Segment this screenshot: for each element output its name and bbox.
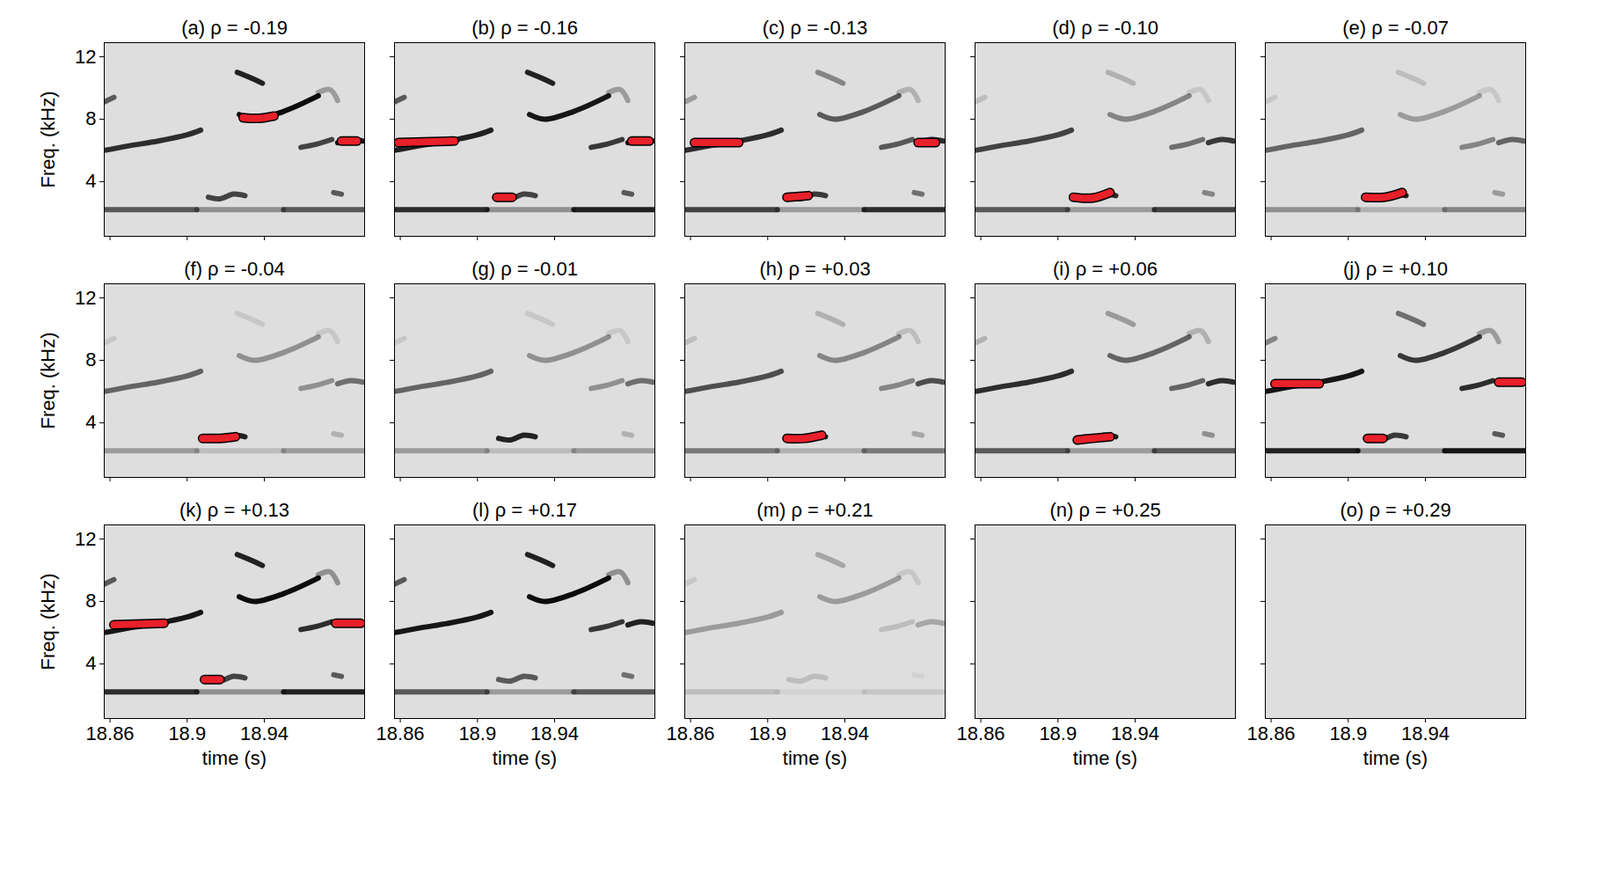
svg-text:18.9: 18.9: [748, 722, 787, 745]
svg-text:(g) ρ = -0.01: (g) ρ = -0.01: [471, 257, 578, 280]
svg-text:(n) ρ = +0.25: (n) ρ = +0.25: [1049, 498, 1161, 521]
svg-text:18.94: 18.94: [530, 722, 579, 745]
svg-text:18.94: 18.94: [1401, 722, 1450, 745]
svg-text:18.9: 18.9: [168, 722, 206, 745]
svg-text:time (s): time (s): [1363, 746, 1428, 769]
svg-text:time (s): time (s): [1073, 746, 1138, 769]
svg-text:18.9: 18.9: [1038, 722, 1077, 745]
svg-text:18.86: 18.86: [86, 722, 135, 745]
svg-text:18.86: 18.86: [1247, 722, 1296, 745]
svg-text:(e) ρ = -0.07: (e) ρ = -0.07: [1342, 16, 1449, 39]
svg-text:4: 4: [85, 169, 96, 192]
svg-text:(m) ρ = +0.21: (m) ρ = +0.21: [756, 498, 873, 521]
svg-text:(i) ρ = +0.06: (i) ρ = +0.06: [1052, 257, 1158, 280]
svg-text:(h) ρ = +0.03: (h) ρ = +0.03: [759, 257, 870, 280]
svg-text:time (s): time (s): [782, 746, 848, 769]
svg-text:time (s): time (s): [492, 746, 557, 769]
svg-text:18.94: 18.94: [820, 722, 870, 745]
svg-text:(a) ρ = -0.19: (a) ρ = -0.19: [181, 16, 288, 39]
svg-text:12: 12: [74, 527, 96, 550]
svg-text:Freq. (kHz): Freq. (kHz): [36, 573, 59, 671]
svg-text:time (s): time (s): [202, 746, 267, 769]
svg-text:18.94: 18.94: [1110, 722, 1160, 745]
svg-text:Freq. (kHz): Freq. (kHz): [36, 332, 59, 430]
svg-text:(j) ρ = +0.10: (j) ρ = +0.10: [1343, 257, 1448, 280]
svg-text:(f) ρ = -0.04: (f) ρ = -0.04: [183, 257, 285, 280]
svg-text:(b) ρ = -0.16: (b) ρ = -0.16: [471, 16, 578, 39]
svg-text:Freq. (kHz): Freq. (kHz): [36, 91, 59, 189]
svg-text:12: 12: [74, 45, 96, 68]
svg-text:18.86: 18.86: [376, 722, 425, 745]
svg-text:8: 8: [85, 589, 96, 612]
svg-text:4: 4: [85, 410, 96, 433]
svg-text:(o) ρ = +0.29: (o) ρ = +0.29: [1339, 498, 1451, 521]
svg-text:(k) ρ = +0.13: (k) ρ = +0.13: [179, 498, 290, 521]
svg-text:18.86: 18.86: [666, 722, 716, 745]
svg-text:18.9: 18.9: [458, 722, 497, 745]
svg-text:(d) ρ = -0.10: (d) ρ = -0.10: [1052, 16, 1159, 39]
svg-text:8: 8: [85, 107, 96, 130]
svg-text:(c) ρ = -0.13: (c) ρ = -0.13: [762, 16, 869, 39]
svg-text:12: 12: [74, 286, 96, 309]
svg-text:18.94: 18.94: [240, 722, 289, 745]
svg-text:4: 4: [85, 651, 96, 674]
svg-text:(l) ρ = +0.17: (l) ρ = +0.17: [472, 498, 578, 521]
svg-text:18.86: 18.86: [957, 722, 1006, 745]
svg-text:8: 8: [85, 348, 96, 371]
svg-text:18.9: 18.9: [1329, 722, 1367, 745]
